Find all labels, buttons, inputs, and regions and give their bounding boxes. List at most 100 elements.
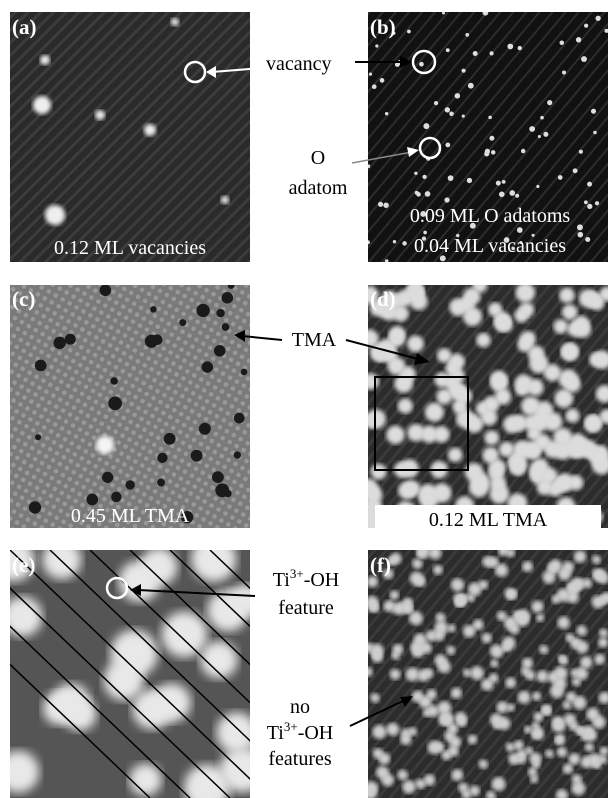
texture: [488, 116, 492, 120]
texture: [521, 149, 525, 153]
texture: [558, 655, 566, 663]
texture: [517, 227, 523, 233]
texture: [425, 191, 431, 197]
caption: 0.12 ML TMA: [429, 509, 548, 531]
texture: [550, 559, 562, 571]
texture: [540, 116, 544, 120]
texture: [577, 224, 583, 230]
texture: [580, 656, 592, 668]
texture: [585, 743, 594, 752]
texture: [532, 722, 540, 730]
texture: [532, 692, 541, 701]
texture: [536, 185, 539, 188]
texture: [476, 333, 490, 347]
annotation: TMA: [292, 329, 337, 351]
texture: [595, 16, 600, 21]
texture: [462, 115, 465, 118]
texture: [519, 302, 534, 317]
texture: [492, 777, 506, 791]
texture: [545, 749, 553, 757]
panel-label: (c): [12, 287, 35, 311]
texture: [582, 578, 592, 588]
texture: [536, 670, 548, 682]
texture: [386, 723, 399, 736]
texture: [407, 424, 424, 441]
texture: [423, 708, 432, 717]
texture: [577, 625, 587, 635]
texture: [381, 774, 394, 787]
texture: [451, 769, 463, 781]
texture: [491, 150, 496, 155]
texture: [433, 565, 443, 575]
texture: [369, 72, 372, 75]
texture: [530, 775, 538, 783]
texture: [563, 764, 574, 775]
texture: [550, 684, 564, 698]
texture: [227, 282, 234, 289]
texture: [490, 374, 508, 392]
texture: [577, 232, 583, 238]
texture: [404, 481, 420, 497]
texture: [499, 192, 505, 198]
texture: [370, 603, 379, 612]
texture: [594, 654, 605, 665]
texture: [144, 124, 156, 136]
texture: [531, 458, 549, 476]
stm-image: [10, 12, 250, 262]
texture: [434, 372, 449, 387]
texture: [434, 101, 438, 105]
texture: [537, 479, 553, 495]
texture: [529, 126, 535, 132]
texture: [400, 734, 411, 745]
texture: [598, 755, 607, 764]
texture: [558, 175, 563, 180]
texture: [490, 484, 509, 503]
texture: [479, 759, 488, 768]
texture: [371, 644, 384, 657]
texture: [415, 779, 425, 789]
texture: [468, 83, 474, 89]
texture: [575, 667, 588, 680]
texture: [507, 44, 513, 50]
texture: [423, 231, 427, 235]
texture: [518, 691, 531, 704]
texture: [95, 110, 105, 120]
texture: [433, 426, 450, 443]
texture: [552, 595, 561, 604]
texture: [595, 201, 599, 205]
texture: [385, 112, 388, 115]
texture: [513, 611, 523, 621]
texture: [54, 337, 66, 349]
texture: [483, 396, 499, 412]
texture: [414, 172, 417, 175]
texture: [445, 142, 450, 147]
texture: [536, 614, 544, 622]
texture: [375, 44, 378, 47]
texture: [86, 494, 98, 506]
annotation-text: -OH: [304, 569, 340, 591]
texture: [389, 331, 405, 347]
texture: [576, 641, 589, 654]
texture: [449, 112, 453, 116]
texture: [437, 701, 451, 715]
texture: [162, 612, 208, 658]
figure: (a) (b) (c) (d) (e) (f) 0.12 ML vacancie…: [0, 0, 608, 798]
texture: [451, 578, 464, 591]
annotation: Ti3+-OH: [273, 566, 339, 591]
texture: [465, 33, 469, 37]
texture: [458, 783, 468, 793]
texture: [432, 483, 451, 502]
texture: [126, 480, 135, 489]
texture: [407, 335, 424, 352]
texture: [442, 12, 445, 15]
texture: [363, 373, 380, 390]
texture: [96, 436, 114, 454]
texture: [29, 501, 41, 513]
texture: [429, 546, 442, 559]
texture: [453, 386, 469, 402]
texture: [593, 131, 597, 135]
texture: [572, 781, 586, 795]
texture: [179, 319, 186, 326]
texture: [455, 712, 467, 724]
panel-label: (d): [370, 287, 396, 311]
